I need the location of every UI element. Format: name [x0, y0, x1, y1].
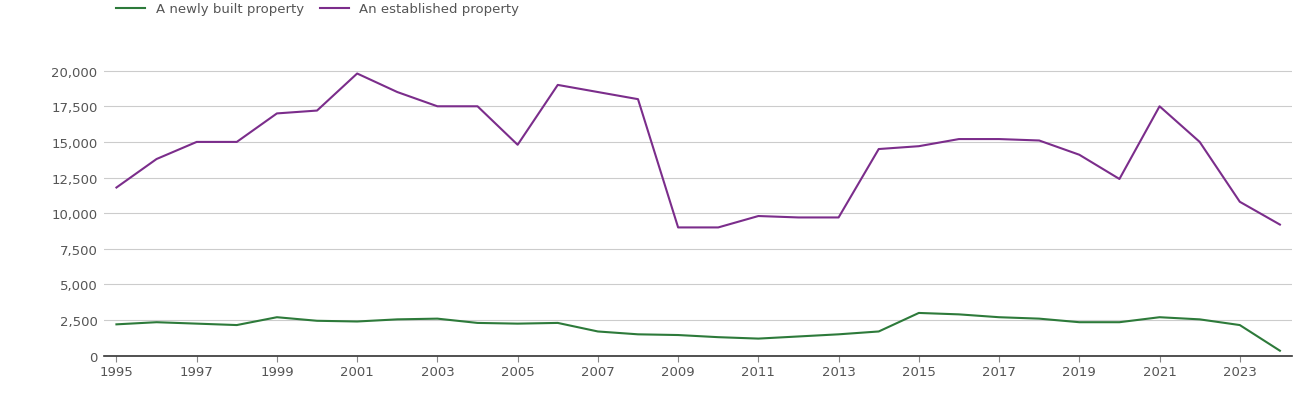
A newly built property	[750, 336, 766, 341]
An established property	[750, 214, 766, 219]
An established property	[350, 72, 365, 77]
A newly built property	[1152, 315, 1168, 320]
A newly built property	[951, 312, 967, 317]
A newly built property	[1031, 317, 1047, 321]
An established property	[1152, 105, 1168, 110]
A newly built property	[309, 319, 325, 324]
A newly built property	[831, 332, 847, 337]
An established property	[951, 137, 967, 142]
A newly built property	[429, 317, 445, 321]
An established property	[1232, 200, 1248, 205]
A newly built property	[269, 315, 284, 320]
A newly built property	[470, 321, 485, 326]
An established property	[149, 157, 164, 162]
An established property	[630, 97, 646, 102]
A newly built property	[1272, 348, 1288, 353]
A newly built property	[911, 311, 927, 316]
An established property	[590, 90, 606, 95]
A newly built property	[710, 335, 726, 340]
A newly built property	[108, 322, 124, 327]
A newly built property	[992, 315, 1007, 320]
A newly built property	[549, 321, 565, 326]
A newly built property	[1191, 317, 1207, 322]
An established property	[1071, 153, 1087, 158]
An established property	[671, 225, 686, 230]
A newly built property	[1071, 320, 1087, 325]
A newly built property	[149, 320, 164, 325]
An established property	[549, 83, 565, 88]
An established property	[1272, 222, 1288, 227]
An established property	[870, 147, 886, 152]
An established property	[228, 140, 244, 145]
An established property	[510, 143, 526, 148]
A newly built property	[228, 323, 244, 328]
An established property	[992, 137, 1007, 142]
Line: A newly built property: A newly built property	[116, 313, 1280, 351]
A newly built property	[590, 329, 606, 334]
A newly built property	[1232, 323, 1248, 328]
An established property	[911, 144, 927, 149]
An established property	[309, 109, 325, 114]
An established property	[108, 186, 124, 191]
An established property	[389, 90, 405, 95]
A newly built property	[389, 317, 405, 322]
A newly built property	[189, 321, 205, 326]
An established property	[269, 112, 284, 117]
A newly built property	[1112, 320, 1128, 325]
An established property	[1112, 177, 1128, 182]
An established property	[429, 105, 445, 110]
A newly built property	[630, 332, 646, 337]
A newly built property	[870, 329, 886, 334]
An established property	[831, 216, 847, 220]
Legend: A newly built property, An established property: A newly built property, An established p…	[111, 0, 525, 22]
An established property	[1031, 139, 1047, 144]
An established property	[710, 225, 726, 230]
A newly built property	[791, 334, 806, 339]
A newly built property	[350, 319, 365, 324]
A newly built property	[510, 321, 526, 326]
An established property	[189, 140, 205, 145]
Line: An established property: An established property	[116, 74, 1280, 228]
An established property	[791, 216, 806, 220]
A newly built property	[671, 333, 686, 338]
An established property	[1191, 140, 1207, 145]
An established property	[470, 105, 485, 110]
